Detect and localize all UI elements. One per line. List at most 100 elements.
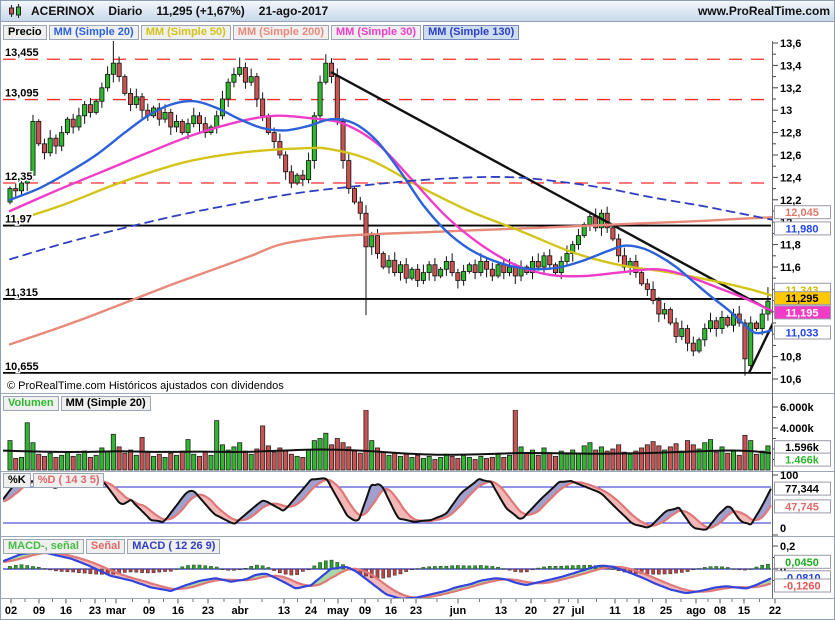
macd-hist-bar [524, 568, 529, 573]
time-axis-label: ago [686, 605, 706, 617]
candle [495, 262, 501, 279]
volume-bar [478, 455, 484, 471]
macd-hist-bar [433, 566, 437, 570]
volume-bar [260, 425, 266, 471]
macd-hist-bar [25, 565, 30, 570]
volume-bar [323, 432, 329, 471]
macd-chip-2[interactable]: MACD ( 12 26 9) [127, 538, 221, 554]
candle [219, 90, 225, 120]
candle [753, 320, 759, 331]
volume-ma-line [3, 448, 772, 456]
macd-hist-bar [306, 568, 311, 571]
volume-bar [644, 444, 650, 471]
price-tag-1 [774, 221, 831, 236]
candle [294, 172, 300, 186]
macd-hist-bar [214, 566, 219, 570]
candle [128, 88, 134, 112]
price-tick-label: 10,6 [780, 374, 801, 386]
stoch-chip-0[interactable]: %K [3, 472, 31, 488]
volume-bar [547, 452, 553, 471]
macd-hist-bar [421, 567, 426, 570]
price-tick-label: 11,6 [780, 262, 801, 274]
level-label: 11,97 [5, 214, 32, 226]
macd-hist-bar [82, 568, 87, 574]
candle [409, 267, 415, 281]
macd-chip-1[interactable]: Señal [85, 538, 126, 554]
volume-bar [151, 455, 157, 471]
volume-bar [311, 440, 317, 471]
volume-chip-0[interactable]: Volumen [3, 395, 59, 411]
candle [13, 183, 19, 198]
candle [363, 205, 369, 316]
volume-bar [369, 440, 375, 471]
candle [685, 324, 691, 352]
macd-hist-bar [180, 566, 185, 570]
price-chip-1[interactable]: MM (Simple 20) [48, 24, 139, 40]
volume-bar [673, 443, 679, 471]
candle [530, 256, 536, 280]
price-chip-4[interactable]: MM (Simple 30) [330, 24, 422, 40]
volume-bar [357, 452, 363, 471]
volume-bar [156, 453, 162, 471]
candle [82, 100, 88, 124]
time-axis-label: 09 [33, 605, 45, 617]
macd-hist-bar [720, 566, 724, 570]
time-axis-label: 15 [738, 605, 750, 617]
volume-chip-1[interactable]: MM (Simple 20) [60, 395, 151, 411]
volume-bar [759, 450, 765, 471]
candle [455, 268, 461, 289]
ma-line [8, 99, 772, 335]
volume-bar [128, 449, 134, 471]
volume-bar [237, 442, 243, 471]
price-tick-label: 12,4 [780, 172, 802, 184]
candle [110, 41, 116, 83]
price-tick-label: 12,6 [780, 150, 801, 162]
macd-chip-0[interactable]: MACD-, señal [3, 538, 84, 554]
macd-hist-bar [48, 568, 53, 571]
macd-hist-bar [249, 566, 254, 570]
macd-hist-bar [283, 568, 288, 575]
macd-hist-bar [570, 565, 575, 570]
candle [679, 320, 685, 341]
stoch-chip-1[interactable]: %D ( 14 3 5) [32, 472, 105, 488]
time-axis-label: 24 [305, 605, 318, 617]
stoch-tick-label: 0 [780, 523, 786, 535]
macd-hist-bar [381, 568, 386, 579]
macd-hist-bar [145, 568, 150, 574]
candle [415, 264, 421, 288]
volume-bar [524, 452, 530, 471]
volume-bar [300, 456, 306, 471]
time-axis-label: 02 [5, 605, 17, 617]
volume-bar [352, 450, 358, 471]
volume-bar [449, 455, 455, 471]
stoch-tag-0-text: 77,344 [785, 484, 820, 496]
volume-bar [185, 439, 191, 471]
price-chip-5[interactable]: MM (Simple 130) [423, 24, 520, 40]
volume-bar [736, 454, 742, 471]
candle [380, 251, 386, 270]
macd-tag-2-text: -0,1260 [783, 581, 820, 593]
prorealtime-link[interactable]: www.ProRealTime.com [697, 4, 830, 18]
stochastic-panel [3, 477, 772, 531]
macd-hist-bar [754, 566, 759, 570]
volume-bar [616, 444, 622, 471]
price-chip-0[interactable]: Precio [3, 24, 47, 40]
macd-hist-bar [140, 568, 144, 573]
candle [202, 117, 208, 138]
price-panel: 13,455 13,095 12,35 11,97 11,315 10,655 [3, 41, 772, 376]
level-label: 13,095 [5, 88, 39, 100]
macd-hist-bar [496, 566, 500, 570]
price-chip-2[interactable]: MM (Simple 50) [140, 24, 231, 40]
macd-hist-bar [197, 564, 202, 570]
macd-hist-bar [645, 568, 650, 575]
volume-bar [53, 456, 59, 471]
price-chip-3[interactable]: MM (Simple 200) [232, 24, 329, 40]
volume-bar [7, 440, 13, 471]
time-axis-label: 13 [495, 605, 507, 617]
volume-bar [225, 449, 231, 471]
volume-bar [507, 454, 513, 471]
macd-hist-bar [404, 568, 409, 572]
candle [168, 108, 174, 136]
candle [248, 68, 254, 86]
